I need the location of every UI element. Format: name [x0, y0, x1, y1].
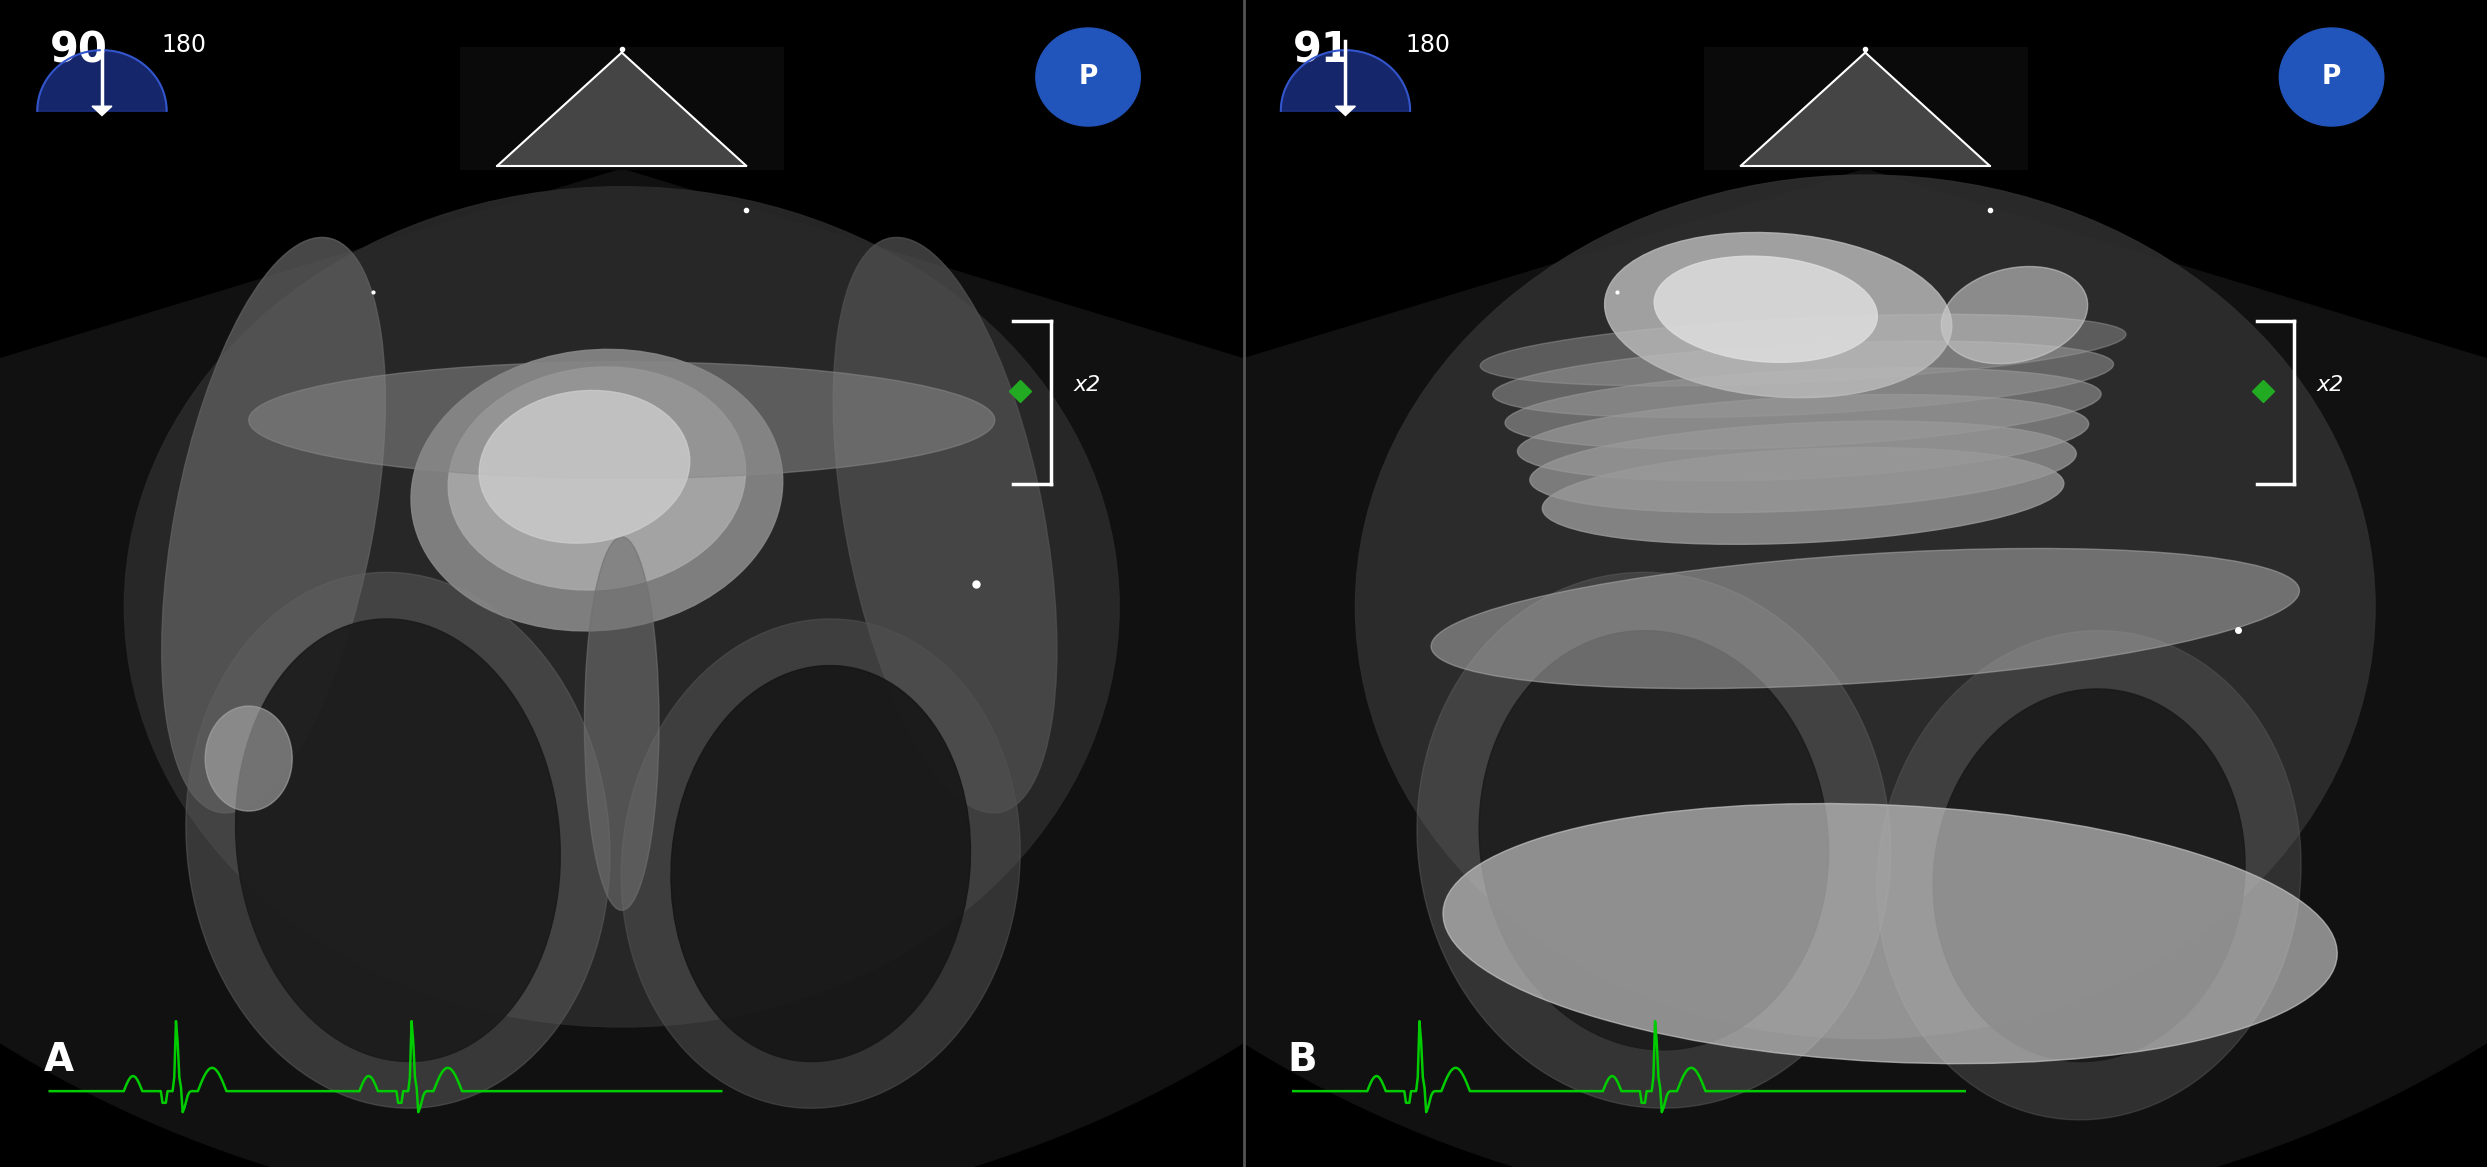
Ellipse shape [1942, 266, 2087, 364]
Ellipse shape [1480, 314, 2126, 386]
Polygon shape [801, 169, 2487, 1167]
Polygon shape [0, 169, 1686, 1167]
Ellipse shape [1878, 630, 2300, 1120]
Text: x2: x2 [1074, 375, 1099, 396]
Polygon shape [1336, 106, 1355, 116]
Ellipse shape [204, 706, 293, 811]
Text: 91: 91 [1293, 29, 1350, 71]
Ellipse shape [162, 237, 385, 813]
Ellipse shape [671, 665, 970, 1062]
Ellipse shape [187, 572, 609, 1109]
Ellipse shape [1355, 175, 2375, 1039]
Ellipse shape [1480, 630, 1828, 1050]
Ellipse shape [584, 537, 659, 910]
Ellipse shape [1654, 256, 1878, 363]
Text: P: P [2323, 64, 2340, 90]
Text: x2: x2 [2318, 375, 2343, 396]
Ellipse shape [124, 187, 1119, 1027]
Ellipse shape [622, 619, 1020, 1109]
Text: B: B [1288, 1041, 1316, 1079]
Polygon shape [92, 106, 112, 116]
Ellipse shape [480, 391, 689, 543]
Ellipse shape [833, 237, 1057, 813]
Ellipse shape [1442, 804, 2338, 1063]
Ellipse shape [1492, 341, 2114, 418]
Ellipse shape [1604, 232, 1952, 398]
Ellipse shape [1530, 421, 2077, 512]
Polygon shape [1741, 53, 1990, 166]
Ellipse shape [410, 349, 783, 631]
Circle shape [2278, 28, 2383, 126]
Ellipse shape [249, 362, 995, 478]
Ellipse shape [1430, 548, 2300, 689]
Ellipse shape [1418, 572, 1890, 1109]
Bar [1704, 47, 2027, 169]
Ellipse shape [1932, 689, 2246, 1062]
Ellipse shape [236, 619, 560, 1062]
Text: 180: 180 [162, 33, 206, 57]
Text: 90: 90 [50, 29, 107, 71]
Bar [460, 47, 783, 169]
Text: A: A [45, 1041, 75, 1079]
Polygon shape [1281, 50, 1410, 111]
Circle shape [1035, 28, 1139, 126]
Ellipse shape [448, 366, 746, 591]
Ellipse shape [1505, 368, 2102, 449]
Ellipse shape [1542, 448, 2064, 544]
Ellipse shape [1517, 394, 2089, 481]
Polygon shape [37, 50, 167, 111]
Polygon shape [497, 53, 746, 166]
Text: 180: 180 [1405, 33, 1450, 57]
Text: P: P [1079, 64, 1097, 90]
